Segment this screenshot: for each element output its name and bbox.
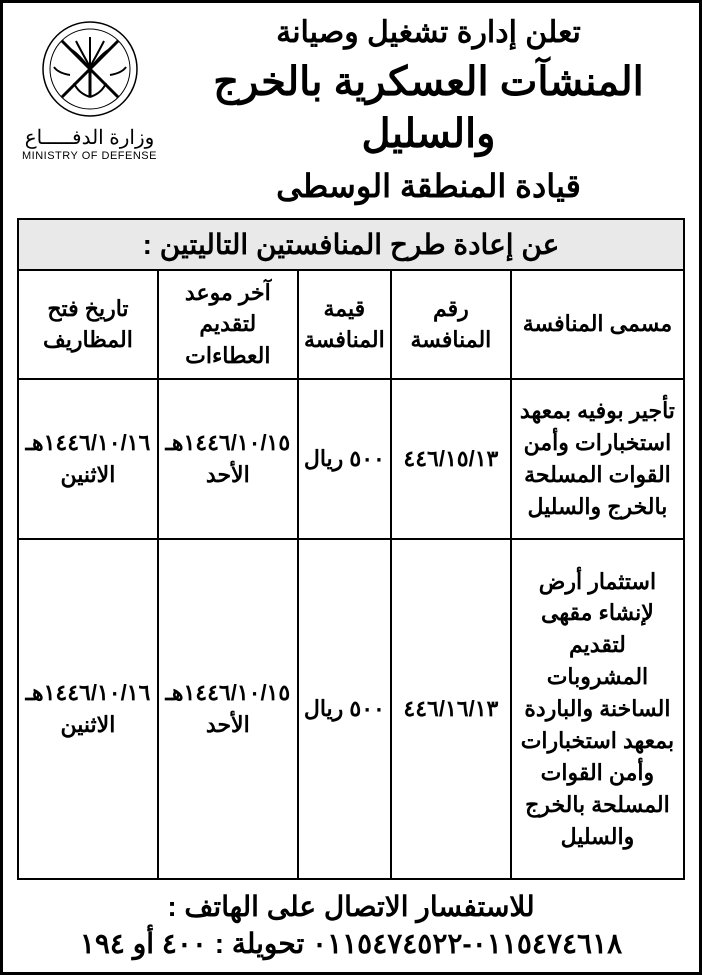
announce-line-3: قيادة المنطقة الوسطى bbox=[172, 166, 685, 208]
table-header-row: مسمى المنافسة رقم المنافسة قيمة المنافسة… bbox=[18, 270, 684, 380]
ministry-name-en: MINISTRY OF DEFENSE bbox=[17, 150, 162, 162]
contact-label: للاستفسار الاتصال على الهاتف : bbox=[17, 890, 685, 923]
ministry-emblem-icon bbox=[40, 19, 140, 119]
col-open-date: تاريخ فتح المظاريف bbox=[18, 270, 158, 380]
table-row: تأجير بوفيه بمعهد استخبارات وأمن القوات … bbox=[18, 379, 684, 539]
cell-tender-value: ٥٠٠ ريال bbox=[298, 379, 391, 539]
cell-deadline: ١٤٤٦/١٠/١٥هـ الأحد bbox=[158, 379, 298, 539]
tender-announcement: تعلن إدارة تشغيل وصيانة المنشآت العسكرية… bbox=[0, 0, 702, 975]
col-deadline: آخر موعد لتقديم العطاءات bbox=[158, 270, 298, 380]
header: تعلن إدارة تشغيل وصيانة المنشآت العسكرية… bbox=[3, 3, 699, 212]
contact-numbers: ٠١١٥٤٧٤٦١٨-٠١١٥٤٧٤٥٢٢ تحويلة : ٤٠٠ أو ١٩… bbox=[17, 927, 685, 960]
contact-block: للاستفسار الاتصال على الهاتف : ٠١١٥٤٧٤٦١… bbox=[17, 890, 685, 960]
ministry-logo-block: وزارة الدفـــــاع MINISTRY OF DEFENSE bbox=[17, 13, 162, 162]
cell-deadline: ١٤٤٦/١٠/١٥هـ الأحد bbox=[158, 539, 298, 879]
tenders-table: مسمى المنافسة رقم المنافسة قيمة المنافسة… bbox=[17, 269, 685, 880]
col-tender-number: رقم المنافسة bbox=[391, 270, 511, 380]
cell-open-date: ١٤٤٦/١٠/١٦هـ الاثنين bbox=[18, 539, 158, 879]
cell-tender-name: استثمار أرض لإنشاء مقهى لتقديم المشروبات… bbox=[511, 539, 684, 879]
re-tender-banner: عن إعادة طرح المنافستين التاليتين : bbox=[17, 218, 685, 269]
announce-line-1: تعلن إدارة تشغيل وصيانة bbox=[172, 13, 685, 52]
cell-tender-number: ٤٤٦/١٥/١٣ bbox=[391, 379, 511, 539]
ministry-name-ar: وزارة الدفـــــاع bbox=[17, 125, 162, 150]
table-row: استثمار أرض لإنشاء مقهى لتقديم المشروبات… bbox=[18, 539, 684, 879]
cell-tender-number: ٤٤٦/١٦/١٣ bbox=[391, 539, 511, 879]
col-tender-name: مسمى المنافسة bbox=[511, 270, 684, 380]
announce-line-2: المنشآت العسكرية بالخرج والسليل bbox=[172, 56, 685, 160]
col-tender-value: قيمة المنافسة bbox=[298, 270, 391, 380]
cell-open-date: ١٤٤٦/١٠/١٦هـ الاثنين bbox=[18, 379, 158, 539]
header-titles: تعلن إدارة تشغيل وصيانة المنشآت العسكرية… bbox=[172, 13, 685, 208]
cell-tender-name: تأجير بوفيه بمعهد استخبارات وأمن القوات … bbox=[511, 379, 684, 539]
cell-tender-value: ٥٠٠ ريال bbox=[298, 539, 391, 879]
